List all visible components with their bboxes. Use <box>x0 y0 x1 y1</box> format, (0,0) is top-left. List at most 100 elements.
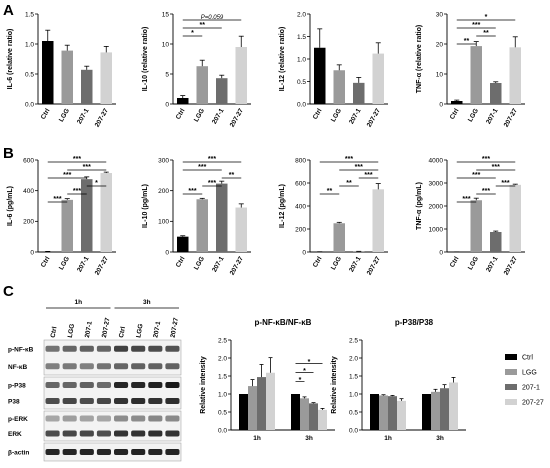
x-tick-label: 207-1 <box>76 107 91 125</box>
x-tick-label: 1h <box>384 435 392 442</box>
blot-band <box>45 382 60 388</box>
y-tick-label: 0.5 <box>297 79 306 86</box>
y-tick-label: 1.0 <box>25 41 34 48</box>
blot-band <box>79 382 94 388</box>
bar-207-27 <box>397 400 406 430</box>
y-tick-label: 1.5 <box>349 373 358 380</box>
blot-band <box>96 415 111 422</box>
significance-label: * <box>95 180 98 187</box>
blot-row-label: β-actin <box>8 450 29 457</box>
bar-207-1 <box>81 179 93 252</box>
significance-label: * <box>303 368 306 375</box>
bar-ctrl <box>177 98 189 104</box>
blot-band <box>62 363 77 370</box>
significance-label: *** <box>501 180 509 187</box>
blot-lane-label: Ctrl <box>50 326 59 338</box>
y-tick-label: 0 <box>30 249 34 256</box>
x-tick-label: 207-27 <box>229 255 245 276</box>
significance-label: *** <box>73 156 81 163</box>
blot-band <box>131 449 146 455</box>
bar-207-27 <box>509 47 521 104</box>
blot-lane-label: LGG <box>67 323 76 338</box>
significance-label: *** <box>355 164 363 171</box>
significance-label: *** <box>53 196 61 203</box>
chart-b-tnfa-pgml: 0 1000 2000 3000 4000 TNF-α (pg/mL) Ctrl LGG 207… <box>416 156 525 277</box>
significance-label: *** <box>462 196 470 203</box>
blot-band <box>148 415 163 422</box>
x-tick-label: LGG <box>193 108 206 124</box>
chart-c-p38-ratio: 0.0 0.5 1.0 1.5 2.0 2.5 Relative intensity p-P3… <box>331 318 466 442</box>
x-tick-label: 207-1 <box>76 255 91 273</box>
bar-lgg <box>196 199 208 252</box>
y-tick-label: 2000 <box>429 203 444 210</box>
panel-letter-a: A <box>3 2 14 19</box>
bar-lgg <box>196 66 208 104</box>
x-tick-label: Ctrl <box>40 107 52 120</box>
blot-row-label: NF-κB <box>8 364 27 371</box>
y-tick-label: 1.5 <box>297 34 306 41</box>
x-tick-label: LGG <box>193 256 206 272</box>
significance-label: * <box>191 30 194 37</box>
x-tick-label: LGG <box>330 108 343 124</box>
blot-band <box>114 398 129 404</box>
y-tick-label: 0.5 <box>25 71 34 78</box>
x-tick-label: 207-27 <box>366 107 382 128</box>
legend-swatch <box>505 384 517 390</box>
significance-label: ** <box>200 22 206 29</box>
blot-band <box>45 430 60 437</box>
x-tick-label: LGG <box>58 256 71 272</box>
y-axis-label: IL-10 (relative ratio) <box>142 27 149 92</box>
bar-207-27 <box>100 173 112 252</box>
significance-label: *** <box>364 172 372 179</box>
x-tick-label: Ctrl <box>312 255 324 268</box>
bar-207-27 <box>235 207 247 252</box>
legend-label: Ctrl <box>522 355 533 362</box>
blot-band <box>79 449 94 455</box>
significance-label: ** <box>327 188 333 195</box>
y-tick-label: 0.0 <box>25 101 34 108</box>
blot-band <box>165 398 180 404</box>
y-axis-label: TNF-α (relative ratio) <box>416 25 423 93</box>
y-tick-label: 0.0 <box>297 101 306 108</box>
blot-band <box>131 415 146 422</box>
blot-membrane <box>43 339 182 376</box>
bar-ctrl <box>291 394 300 430</box>
blot-band <box>165 449 180 455</box>
y-axis-label: TNF-α (pg/mL) <box>416 182 423 230</box>
blot-band <box>62 430 77 437</box>
bar-lgg <box>61 50 73 104</box>
bar-207-1 <box>490 231 502 252</box>
bar-ctrl <box>451 101 463 104</box>
blot-row-label: p-ERK <box>8 416 28 423</box>
blot-time-label: 3h <box>143 299 151 306</box>
blot-band <box>165 363 180 370</box>
y-tick-label: 600 <box>23 157 34 164</box>
significance-label: ** <box>483 30 489 37</box>
bar-207-27 <box>509 184 521 252</box>
y-tick-label: 1000 <box>429 226 444 233</box>
bar-207-1 <box>257 377 266 430</box>
blot-band <box>131 382 146 388</box>
significance-label: *** <box>73 188 81 195</box>
y-tick-label: 0.5 <box>218 409 227 416</box>
y-tick-label: 2.5 <box>218 337 227 344</box>
y-tick-label: 4000 <box>429 157 444 164</box>
blot-band <box>79 398 94 404</box>
x-tick-label: 207-1 <box>348 255 363 273</box>
significance-label: * <box>299 377 302 384</box>
legend-label: 207-1 <box>522 385 540 392</box>
western-blot: 1h 3h Ctrl LGG 207-1 207-27 Ctrl LGG 207-1 207-27… <box>8 299 182 462</box>
bar-ctrl <box>422 394 431 430</box>
significance-label: *** <box>472 172 480 179</box>
y-tick-label: 200 <box>295 226 306 233</box>
x-tick-label: 207-27 <box>503 107 519 128</box>
x-tick-label: 207-27 <box>94 107 110 128</box>
blot-band <box>45 363 60 370</box>
significance-label: ** <box>464 38 470 45</box>
blot-band <box>165 430 180 437</box>
bar-207-1 <box>440 388 449 430</box>
blot-band <box>148 363 163 370</box>
significance-label: *** <box>482 156 490 163</box>
significance-label: * <box>308 359 311 366</box>
y-tick-label: 2.0 <box>218 355 227 362</box>
